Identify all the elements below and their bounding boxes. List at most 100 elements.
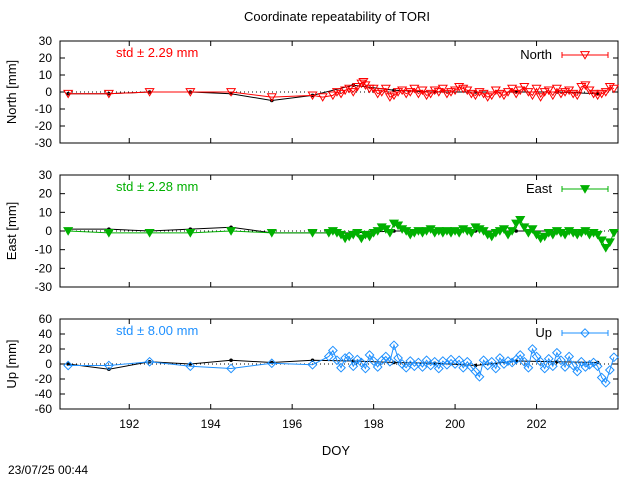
y-tick-label: 30: [39, 34, 53, 48]
data-point: [368, 84, 379, 94]
data-point: [384, 93, 395, 102]
data-point: [360, 363, 371, 374]
data-point: [592, 91, 603, 101]
data-point: [409, 84, 420, 94]
data-point: [185, 361, 196, 372]
data-point: [376, 88, 387, 97]
y-tick-label: -30: [35, 280, 53, 294]
data-point: [596, 89, 607, 99]
data-point: [527, 91, 538, 101]
data-point: [507, 357, 518, 368]
data-point: [502, 230, 514, 240]
data-point: [596, 236, 607, 246]
data-point: [543, 86, 554, 96]
data-point: [327, 91, 338, 101]
data-point: [604, 365, 615, 375]
data-point: [417, 362, 428, 372]
data-point: [556, 355, 566, 366]
data-point: [421, 91, 432, 101]
y-tick-label: 10: [39, 205, 53, 219]
data-point: [429, 356, 440, 367]
data-point: [356, 79, 367, 89]
data-point: [266, 93, 277, 102]
data-point: [103, 229, 114, 238]
data-point: [144, 356, 155, 367]
data-point: [185, 229, 196, 238]
legend-label: North: [520, 47, 552, 62]
legend-marker: [579, 185, 591, 194]
data-point: [511, 219, 522, 229]
data-point: [348, 361, 359, 372]
data-point: [482, 93, 493, 102]
panel-east: 30 20 10 0 -10 -20 -30 East [mm] std ± 2.28 mm Ea…: [4, 168, 620, 294]
data-point: [331, 88, 343, 97]
data-point: [429, 86, 440, 96]
data-point: [63, 89, 74, 99]
data-point: [364, 232, 375, 242]
data-point: [458, 362, 469, 373]
data-point: [539, 88, 550, 97]
y-tick-label: -60: [35, 402, 53, 416]
data-point: [584, 359, 595, 370]
data-point: [608, 84, 620, 94]
data-point: [405, 356, 416, 366]
data-point: [317, 93, 328, 102]
x-tick-label: 198: [364, 417, 384, 431]
series-line: [68, 81, 615, 99]
data-point: [225, 88, 237, 97]
data-point: [543, 353, 554, 364]
data-point: [494, 353, 505, 363]
data-point: [466, 89, 477, 99]
data-point: [609, 352, 619, 363]
data-point: [458, 84, 469, 94]
data-point: [502, 88, 514, 97]
data-point: [405, 88, 416, 97]
data-point: [352, 354, 363, 365]
data-point: [388, 91, 400, 101]
daily-point: [66, 91, 70, 96]
data-point: [547, 230, 558, 240]
data-point: [462, 356, 473, 367]
data-point: [307, 359, 318, 370]
data-point: [555, 89, 567, 99]
data-point: [527, 225, 538, 234]
data-point: [498, 91, 510, 101]
data-point: [226, 363, 236, 374]
data-point: [372, 89, 383, 99]
std-label: std ± 2.29 mm: [116, 45, 198, 60]
data-point: [600, 88, 611, 97]
y-tick-label: 0: [45, 224, 52, 238]
data-point: [340, 353, 351, 363]
y-tick-label: -10: [35, 243, 53, 257]
data-point: [519, 223, 530, 233]
x-axis: 192 194 196 198 200 202: [119, 417, 547, 431]
y-axis-label: East [mm]: [4, 202, 19, 261]
data-point: [103, 360, 114, 371]
data-point: [531, 351, 542, 362]
data-point: [352, 83, 363, 92]
data-point: [364, 350, 375, 360]
data-point: [356, 234, 367, 244]
legend-label: East: [526, 181, 552, 196]
data-point: [474, 88, 485, 97]
std-label: std ± 8.00 mm: [116, 323, 198, 338]
y-tick-label: 20: [39, 342, 53, 356]
data-point: [600, 243, 611, 253]
data-point: [490, 363, 501, 374]
data-point: [551, 347, 562, 358]
data-point: [401, 89, 412, 99]
data-point: [417, 86, 428, 96]
y-tick-label: -20: [35, 261, 53, 275]
y-tick-label: -20: [35, 372, 53, 386]
data-point: [340, 86, 351, 96]
data-point: [572, 366, 583, 377]
data-point: [576, 356, 587, 367]
data-point: [478, 355, 489, 366]
data-point: [344, 351, 355, 362]
data-point: [63, 360, 74, 371]
data-point: [307, 91, 318, 101]
data-point: [335, 89, 347, 99]
data-point: [185, 88, 196, 97]
data-point: [494, 89, 505, 99]
y-tick-label: 20: [39, 51, 53, 65]
